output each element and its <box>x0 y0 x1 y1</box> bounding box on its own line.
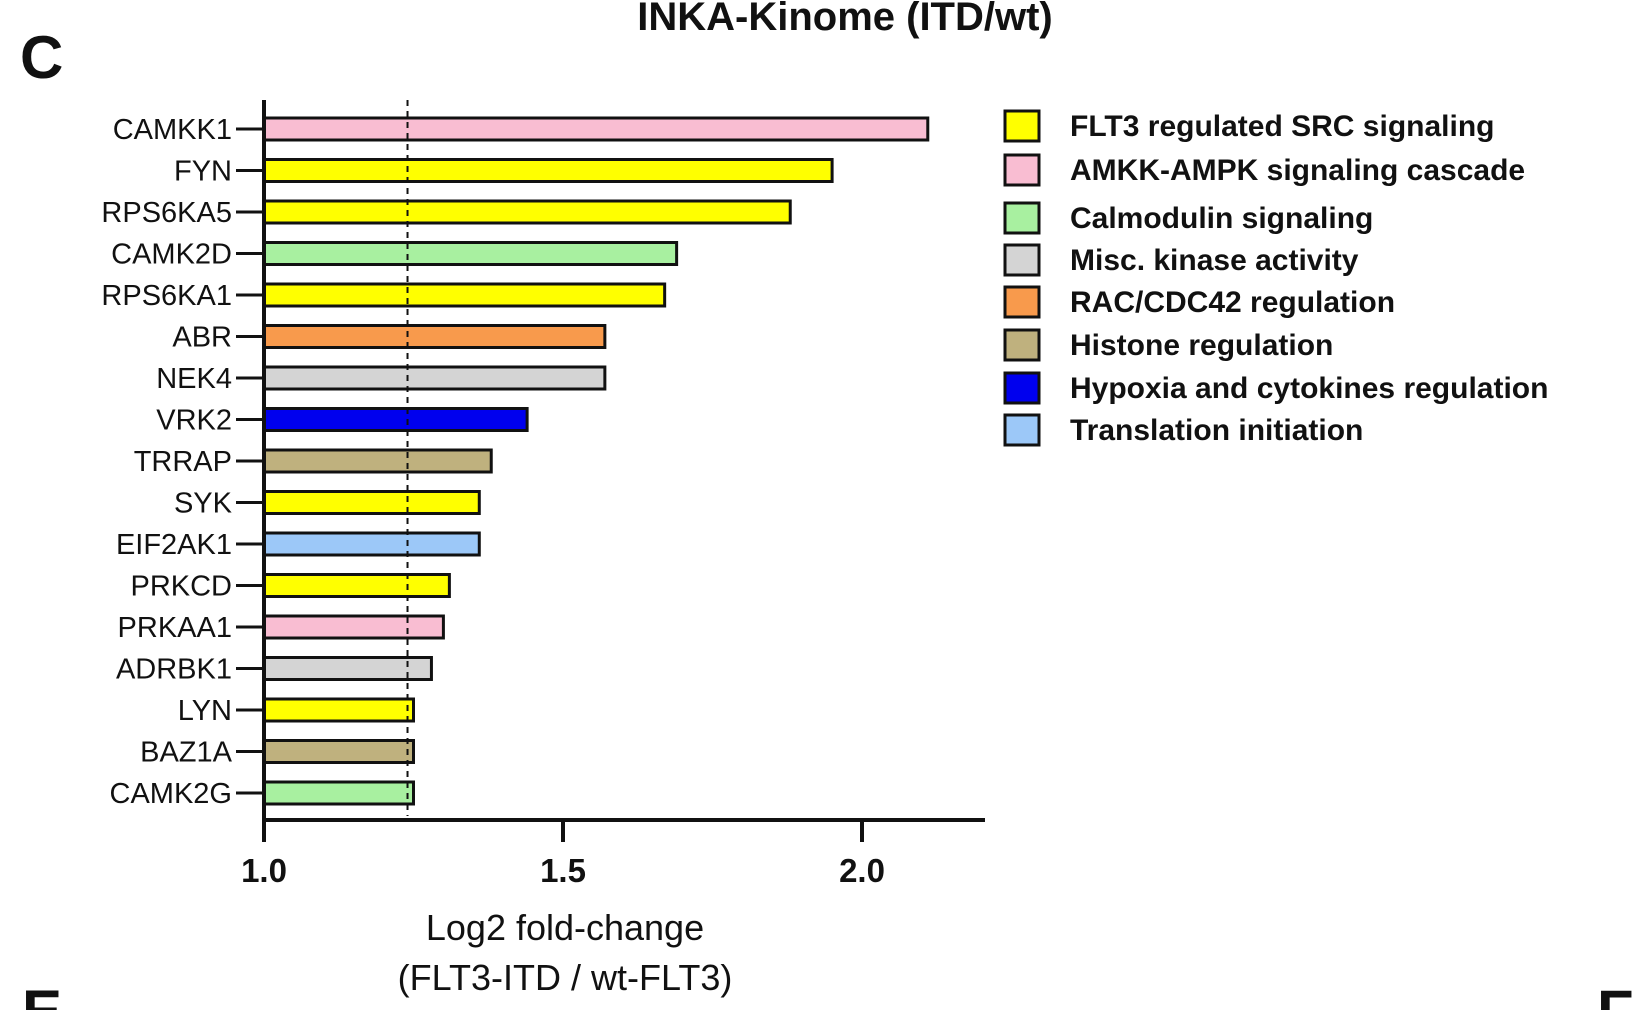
y-tick-label: EIF2AK1 <box>116 529 232 561</box>
legend-label: RAC/CDC42 regulation <box>1070 286 1395 319</box>
bar-adrbk1 <box>262 656 433 681</box>
y-tick-label: PRKAA1 <box>118 612 232 644</box>
legend-label: Misc. kinase activity <box>1070 244 1359 277</box>
x-tick-label: 1.0 <box>241 852 287 889</box>
x-tick-label: 2.0 <box>839 852 885 889</box>
legend-label: Calmodulin signaling <box>1070 202 1373 235</box>
y-tick-label: ABR <box>172 322 232 354</box>
bar-camk2d <box>262 241 679 266</box>
y-tick-label: SYK <box>174 488 233 520</box>
y-tick-label: NEK4 <box>156 363 232 395</box>
legend-label: Histone regulation <box>1070 329 1333 362</box>
x-tick-label: 1.5 <box>540 852 586 889</box>
bar-nek4 <box>262 365 607 391</box>
legend-swatch <box>1003 328 1041 362</box>
chart-title: INKA-Kinome (ITD/wt) <box>637 0 1053 39</box>
y-tick-label: PRKCD <box>130 571 232 603</box>
panel-label-bottom-left: E <box>22 978 62 1010</box>
legend-label: Translation initiation <box>1070 414 1363 447</box>
bar-baz1a <box>262 739 415 764</box>
y-tick-label: CAMK2D <box>111 239 232 271</box>
legend-swatch <box>1003 285 1041 319</box>
legend-label: FLT3 regulated SRC signaling <box>1070 110 1494 143</box>
bar-rps6ka1 <box>262 282 667 308</box>
y-tick-label: RPS6KA1 <box>101 280 232 312</box>
bar-syk <box>262 490 481 515</box>
y-tick-label: TRRAP <box>134 446 232 478</box>
legend-swatch <box>1003 413 1041 447</box>
y-tick-label: CAMK2G <box>110 778 232 810</box>
y-tick-label: VRK2 <box>156 405 232 437</box>
legend-label: AMKK-AMPK signaling cascade <box>1070 154 1525 187</box>
y-tick-label: FYN <box>174 156 232 188</box>
legend-label: Hypoxia and cytokines regulation <box>1070 372 1548 405</box>
legend-swatch <box>1003 109 1041 143</box>
y-tick-label: BAZ1A <box>140 737 233 769</box>
legend-swatch <box>1003 371 1041 405</box>
bar-camkk1 <box>262 116 930 142</box>
bar-rps6ka5 <box>262 199 792 225</box>
x-axis-label-line2: (FLT3-ITD / wt-FLT3) <box>398 957 733 998</box>
bar-fyn <box>262 158 834 183</box>
bar-vrk2 <box>262 407 529 432</box>
panel-label: C <box>20 24 63 91</box>
bar-abr <box>262 324 607 349</box>
y-tick-label: RPS6KA5 <box>101 197 232 229</box>
x-axis-label: Log2 fold-change <box>426 907 704 948</box>
bar-prkcd <box>262 573 451 598</box>
bar-trrap <box>262 448 493 474</box>
plot-area: CAMKK1 FYN RPS6KA5 CAMK2D RPS6KA1 ABR NEK4 VRK2… <box>101 100 985 889</box>
y-tick-label: CAMKK1 <box>113 114 232 146</box>
y-tick-label: LYN <box>178 695 232 727</box>
y-tick-label: ADRBK1 <box>116 654 232 686</box>
bar-camk2g <box>262 780 415 806</box>
bar-eif2ak1 <box>262 531 481 557</box>
legend-swatch <box>1003 201 1041 235</box>
legend-swatch <box>1003 153 1041 187</box>
legend: FLT3 regulated SRC signaling AMKK-AMPK si… <box>1003 109 1548 447</box>
bar-prkaa1 <box>262 614 445 640</box>
bar-lyn <box>262 697 415 723</box>
panel-label-bottom-right: F <box>1597 978 1634 1010</box>
legend-swatch <box>1003 243 1041 277</box>
